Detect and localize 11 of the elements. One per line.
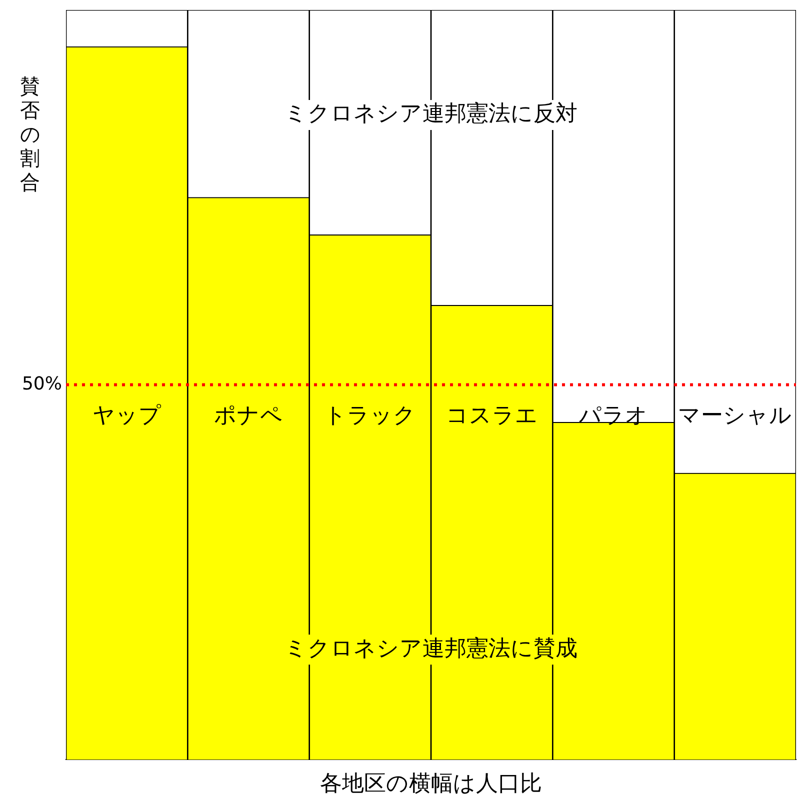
x-tick-label: トラック (324, 404, 416, 429)
series-label: ミクロネシア連邦憲法に賛成 (284, 636, 578, 662)
y-axis-title: 賛否の割合 (20, 74, 40, 194)
series-label: ミクロネシア連邦憲法に反対 (284, 102, 578, 127)
x-tick-label: マーシャル (678, 404, 792, 429)
x-tick-label: ヤップ (92, 404, 162, 429)
x-axis-title: 各地区の横幅は人口比 (320, 772, 542, 797)
ref-line-label: 50% (22, 373, 62, 394)
x-tick-label: ポナペ (214, 404, 283, 429)
x-tick-label: コスラエ (446, 404, 538, 429)
x-tick-label: パラオ (578, 404, 648, 429)
